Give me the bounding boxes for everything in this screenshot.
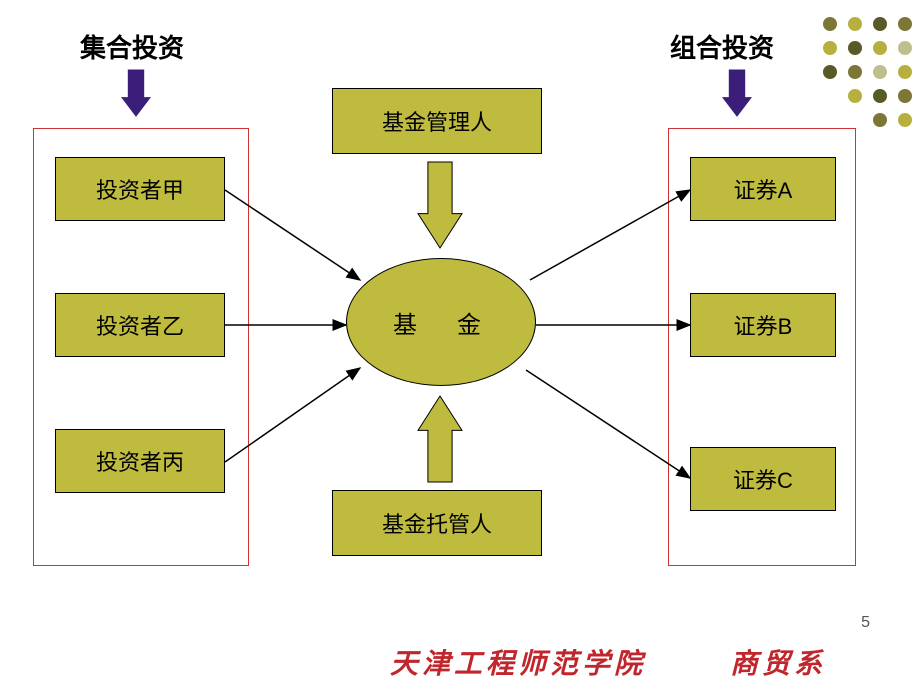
investor-a-box: 投资者甲 — [55, 157, 225, 221]
fund-custodian-box: 基金托管人 — [332, 490, 542, 556]
security-c-box: 证券C — [690, 447, 836, 511]
heading-right: 组合投资 — [670, 28, 774, 65]
fund-ellipse: 基 金 — [346, 258, 536, 386]
heading-left: 集合投资 — [80, 28, 184, 65]
security-b-box: 证券B — [690, 293, 836, 357]
page-number: 5 — [861, 614, 870, 632]
footer-right: 商贸系 — [730, 642, 826, 682]
investor-c-box: 投资者丙 — [55, 429, 225, 493]
investor-b-box: 投资者乙 — [55, 293, 225, 357]
fund-manager-box: 基金管理人 — [332, 88, 542, 154]
security-a-box: 证券A — [690, 157, 836, 221]
footer-left: 天津工程师范学院 — [390, 642, 646, 682]
